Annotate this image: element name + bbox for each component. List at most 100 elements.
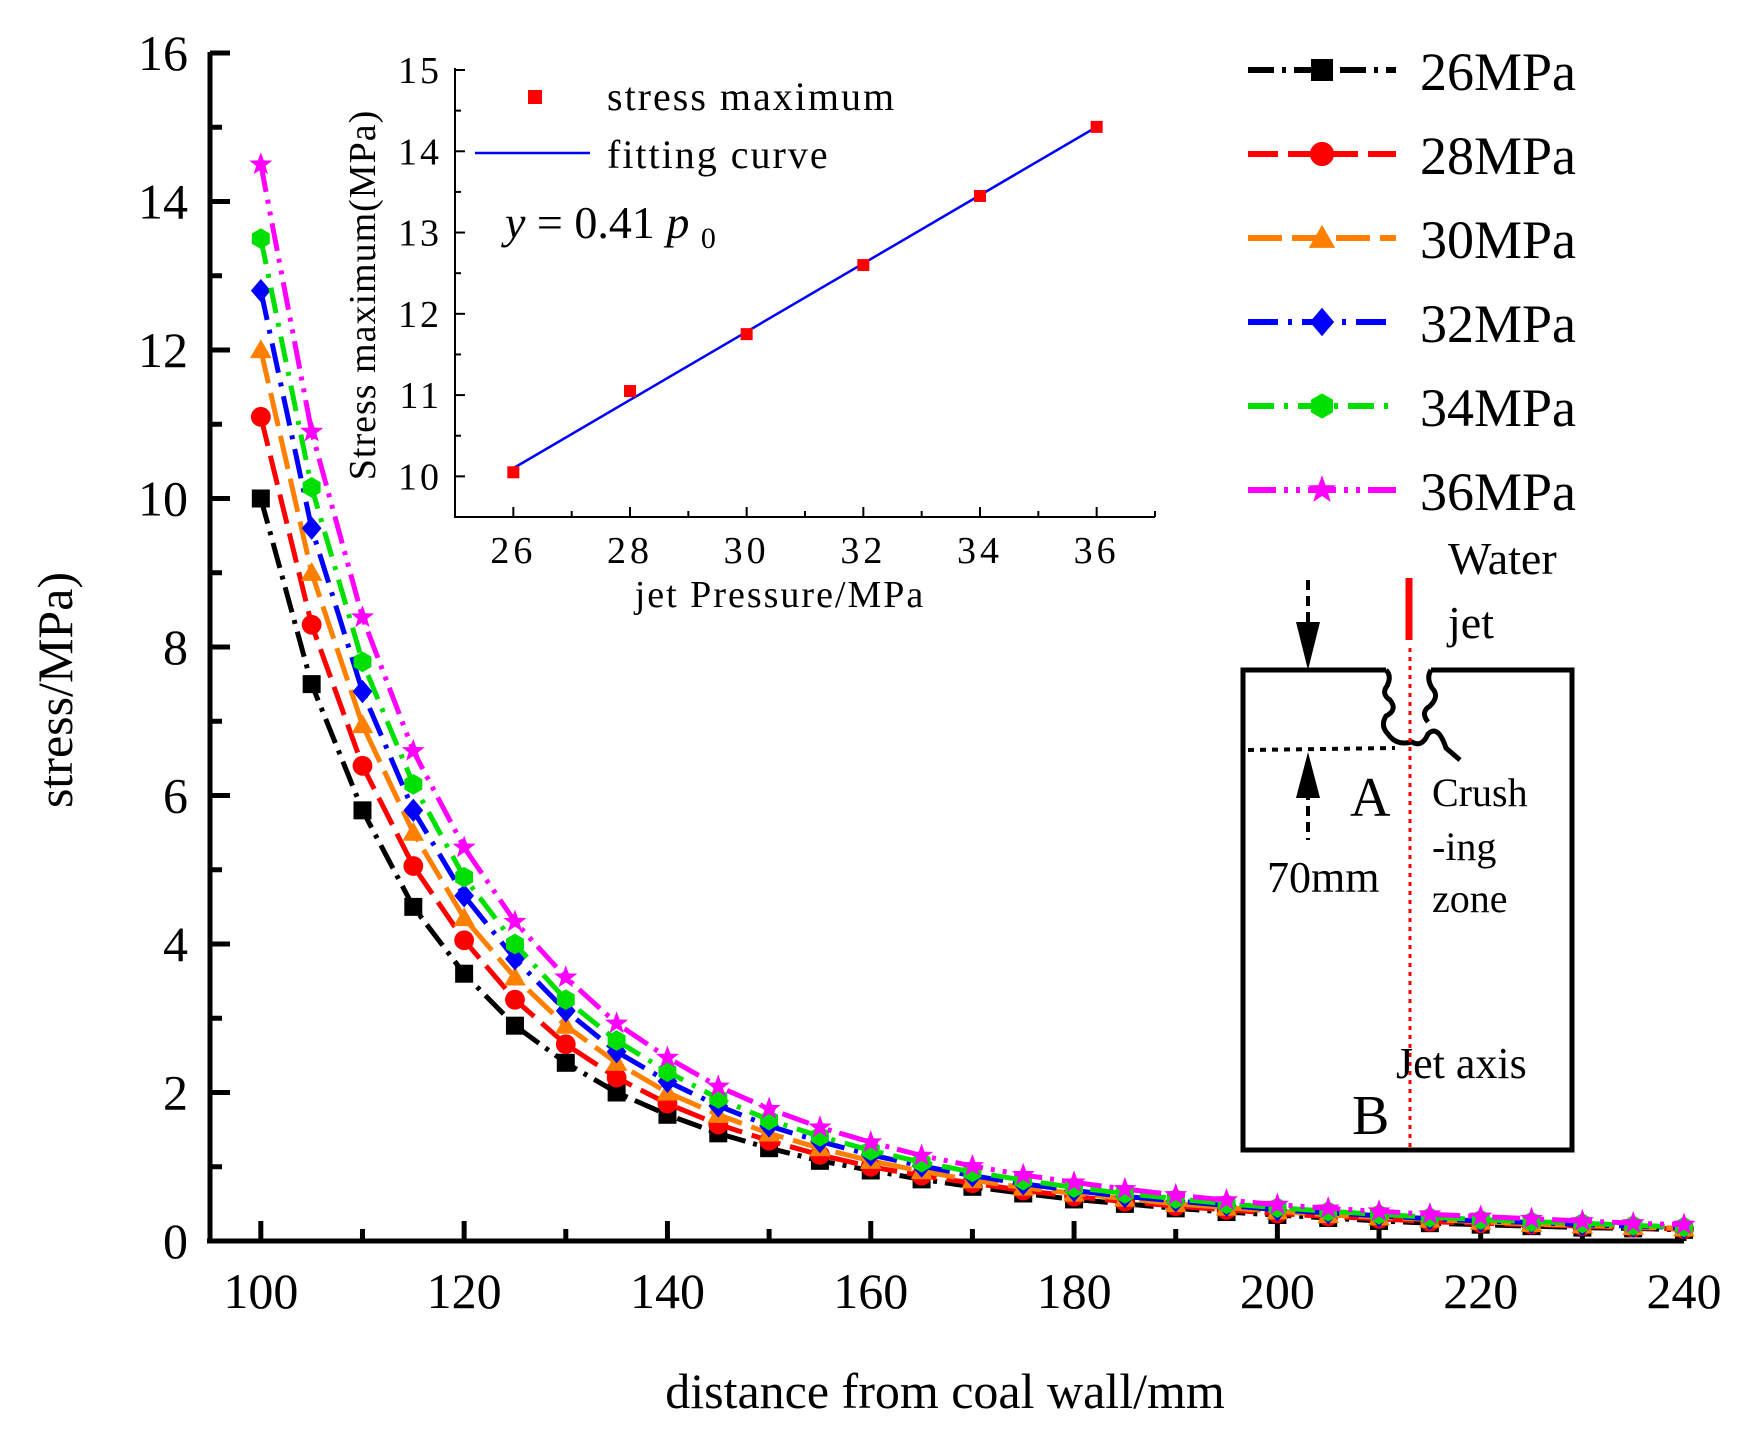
y-tick-label: 16	[138, 25, 188, 81]
inset-ticks	[454, 69, 1156, 518]
data-point	[353, 801, 372, 820]
inset-legend: stress maximum fitting curve	[475, 74, 894, 177]
data-point	[960, 1153, 984, 1176]
data-point	[658, 1061, 677, 1083]
data-point	[555, 1034, 576, 1055]
main-ticks	[210, 50, 1687, 1244]
data-point	[606, 1067, 627, 1088]
crushing-zone-label-line2: -ing	[1432, 824, 1496, 869]
fit-equation: y = 0.41 p 0	[501, 197, 716, 255]
legend-label: 36MPa	[1420, 462, 1576, 522]
inset-y-tick-label: 12	[398, 294, 442, 336]
inset-plot: 26 28 30 32 34 36 10 11 12 13 14 15 jet Pressure/MP…	[342, 50, 1156, 616]
data-point	[300, 419, 324, 442]
data-point	[556, 989, 575, 1011]
legend-marker	[1309, 141, 1335, 167]
x-tick-label: 120	[427, 1263, 502, 1319]
inset-y-axis-label: Stress maximum(MPa)	[342, 110, 384, 480]
data-point	[706, 1074, 730, 1097]
x-tick-label: 100	[223, 1263, 298, 1319]
data-point	[556, 1053, 575, 1072]
data-point	[352, 679, 373, 704]
data-point	[605, 1011, 629, 1034]
data-point	[251, 228, 270, 249]
data-point	[453, 907, 475, 927]
data-point	[1570, 1208, 1594, 1231]
data-point	[757, 1096, 781, 1119]
crushing-cavity	[1380, 668, 1462, 762]
data-point	[401, 738, 425, 761]
legend: 26MPa 28MPa 30MPa 32MPa 34MPa 36MPa	[1248, 42, 1576, 522]
data-point	[301, 516, 322, 540]
data-point	[1113, 1176, 1137, 1199]
x-tick-label: 140	[630, 1263, 705, 1319]
main-series	[249, 152, 1696, 1240]
fit-equation-rhs: = 0.41	[537, 197, 655, 248]
data-point	[452, 835, 476, 858]
legend-label: 28MPa	[1420, 126, 1576, 186]
data-point	[910, 1143, 934, 1166]
inset-legend-label: fitting curve	[607, 132, 830, 177]
data-point	[1469, 1204, 1493, 1227]
y-tick-label: 14	[138, 174, 188, 230]
water-jet-label-line1: Water	[1448, 533, 1557, 584]
fit-equation-y: y	[501, 197, 526, 248]
inset-data-point	[740, 328, 753, 341]
data-point	[1621, 1211, 1645, 1234]
data-point	[455, 866, 474, 888]
legend-marker	[1311, 393, 1333, 419]
jet-schematic: Water jet A Crush -ing zone 70mm Jet axi…	[1240, 533, 1575, 1153]
fit-equation-p: p	[663, 197, 689, 248]
series-line	[258, 238, 1685, 1230]
y-tick-label: 6	[163, 768, 188, 824]
crushing-zone-label-line1: Crush	[1432, 770, 1528, 815]
data-point	[554, 965, 578, 988]
main-x-axis-label: distance from coal wall/mm	[665, 1363, 1225, 1419]
inset-data-point	[507, 466, 520, 479]
legend-marker	[1307, 475, 1337, 503]
data-point	[352, 755, 373, 776]
x-tick-label: 220	[1443, 1263, 1518, 1319]
inset-x-tick-label: 34	[957, 530, 1003, 572]
legend-marker	[1311, 59, 1333, 81]
y-tick-label: 10	[138, 471, 188, 527]
inset-series	[507, 120, 1103, 479]
data-point	[353, 651, 372, 673]
data-point	[250, 339, 272, 359]
data-point	[1214, 1188, 1239, 1210]
series-line	[258, 497, 1685, 1233]
data-point	[607, 1083, 626, 1102]
inset-x-axis-label: jet Pressure/MPa	[633, 574, 926, 616]
point-b-label: B	[1352, 1085, 1389, 1147]
inset-y-tick-label: 10	[398, 456, 442, 498]
x-tick-label: 200	[1240, 1263, 1315, 1319]
data-point	[1519, 1206, 1544, 1229]
data-point	[302, 675, 321, 694]
data-point	[250, 406, 271, 427]
data-point	[454, 930, 475, 951]
inset-x-tick-label: 26	[490, 530, 536, 572]
bottom-arrow-head-icon	[1296, 752, 1320, 798]
inset-x-tick-label: 32	[840, 530, 886, 572]
data-point	[607, 1030, 626, 1051]
data-point	[505, 989, 525, 1010]
data-point	[351, 714, 374, 734]
main-y-axis-label: stress/MPa)	[27, 572, 83, 808]
inset-x-tick-label: 36	[1074, 530, 1120, 572]
point-a-label: A	[1350, 767, 1391, 829]
coal-block-outline	[1240, 667, 1575, 1153]
x-tick-label: 240	[1647, 1263, 1722, 1319]
data-point	[251, 489, 270, 508]
data-point	[404, 774, 423, 795]
legend-marker	[1308, 224, 1336, 248]
x-tick-label: 180	[1037, 1263, 1112, 1319]
data-point	[504, 966, 526, 986]
inset-data-point	[857, 259, 870, 272]
crushing-depth-line	[1247, 746, 1396, 752]
data-point	[250, 278, 271, 303]
data-point	[506, 933, 524, 955]
data-point	[403, 856, 424, 876]
data-point	[302, 477, 321, 498]
legend-label: 30MPa	[1420, 210, 1576, 270]
